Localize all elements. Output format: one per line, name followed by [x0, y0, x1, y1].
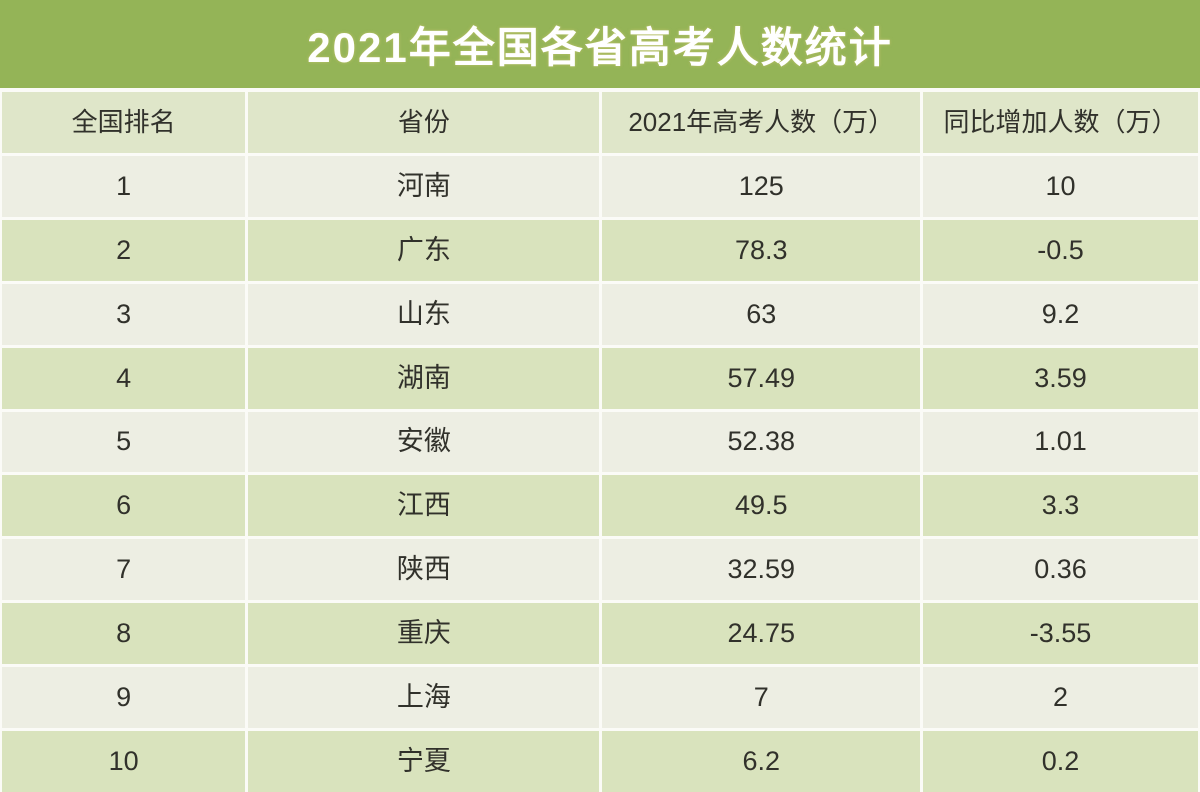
table-cell-count: 63 — [602, 283, 920, 345]
gaokao-table: 全国排名 省份 2021年高考人数（万） 同比增加人数（万） 1 河南 125 10 2… — [0, 88, 1200, 792]
table-cell-change: 2 — [923, 667, 1198, 729]
table-cell-count: 24.75 — [602, 603, 920, 665]
table-cell-rank: 7 — [2, 539, 246, 601]
table-cell-rank: 2 — [2, 219, 246, 281]
column-header-count: 2021年高考人数（万） — [602, 92, 920, 153]
table-cell-change: -3.55 — [923, 603, 1198, 665]
column-header-rank: 全国排名 — [2, 92, 246, 153]
table-cell-rank: 3 — [2, 283, 246, 345]
table-cell-change: 1.01 — [923, 411, 1198, 473]
table-cell-change: 0.2 — [923, 731, 1198, 792]
column-header-change: 同比增加人数（万） — [923, 92, 1198, 153]
page-title: 2021年全国各省高考人数统计 — [307, 23, 893, 71]
table-cell-change: 3.59 — [923, 347, 1198, 409]
table-cell-rank: 5 — [2, 411, 246, 473]
table-cell-province: 上海 — [248, 667, 600, 729]
table-cell-count: 125 — [602, 155, 920, 217]
table-cell-count: 52.38 — [602, 411, 920, 473]
table-cell-province: 山东 — [248, 283, 600, 345]
table-cell-province: 重庆 — [248, 603, 600, 665]
table-cell-change: 10 — [923, 155, 1198, 217]
table-cell-rank: 6 — [2, 475, 246, 537]
table-cell-rank: 1 — [2, 155, 246, 217]
table-cell-change: 0.36 — [923, 539, 1198, 601]
table-cell-count: 6.2 — [602, 731, 920, 792]
table-cell-count: 32.59 — [602, 539, 920, 601]
title-bar: 2021年全国各省高考人数统计 — [0, 0, 1200, 88]
table-cell-province: 安徽 — [248, 411, 600, 473]
table-cell-province: 广东 — [248, 219, 600, 281]
table-cell-province: 河南 — [248, 155, 600, 217]
table-cell-province: 宁夏 — [248, 731, 600, 792]
table-cell-province: 江西 — [248, 475, 600, 537]
table-cell-count: 7 — [602, 667, 920, 729]
table-cell-change: 9.2 — [923, 283, 1198, 345]
table-cell-count: 49.5 — [602, 475, 920, 537]
table-cell-rank: 10 — [2, 731, 246, 792]
table-cell-province: 陕西 — [248, 539, 600, 601]
table-cell-count: 78.3 — [602, 219, 920, 281]
column-header-province: 省份 — [248, 92, 600, 153]
table-cell-count: 57.49 — [602, 347, 920, 409]
table-cell-rank: 8 — [2, 603, 246, 665]
table-cell-province: 湖南 — [248, 347, 600, 409]
table-cell-rank: 4 — [2, 347, 246, 409]
table-cell-change: 3.3 — [923, 475, 1198, 537]
table-cell-change: -0.5 — [923, 219, 1198, 281]
table-cell-rank: 9 — [2, 667, 246, 729]
